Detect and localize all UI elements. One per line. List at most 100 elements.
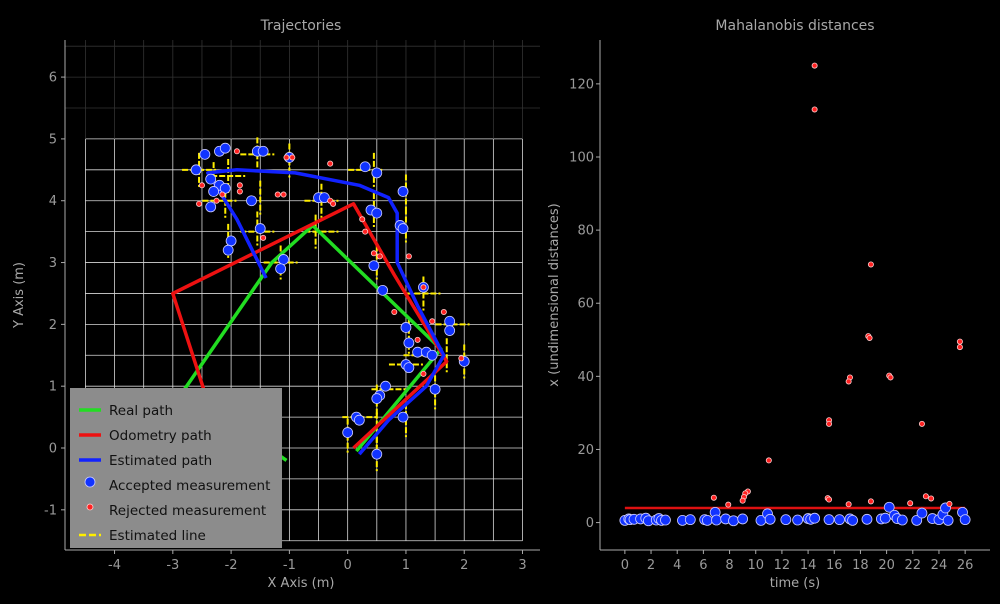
accepted-distance-point (959, 514, 971, 526)
accepted-distance-point (780, 514, 792, 526)
trajectories-y-tick-label: 2 (49, 318, 57, 333)
trajectories-y-tick-label: 0 (49, 442, 57, 457)
trajectories-y-tick-label: -1 (44, 503, 57, 518)
accepted-measurement-point (377, 284, 389, 296)
accepted-measurement-point (429, 383, 441, 395)
rejected-distance-point (956, 344, 963, 351)
trajectories-x-tick-label: 1 (402, 558, 410, 573)
mahalanobis-y-tick-label: 100 (569, 150, 594, 165)
rejected-measurement-point (289, 154, 296, 161)
trajectories-x-tick-label: -4 (108, 558, 121, 573)
rejected-measurement-point (414, 336, 421, 343)
rejected-distance-point (725, 501, 732, 508)
accepted-distance-point (792, 514, 804, 526)
trajectories-y-axis-label: Y Axis (m) (12, 262, 27, 329)
mahalanobis-x-tick-label: 4 (673, 558, 681, 573)
legend-estimated-line: Estimated line (109, 528, 206, 544)
accepted-measurement-point (368, 260, 380, 272)
accepted-measurement-point (397, 411, 409, 423)
rejected-distance-point (918, 420, 925, 427)
accepted-measurement-point (444, 325, 456, 336)
trajectories-x-axis-label: X Axis (m) (268, 576, 335, 591)
accepted-measurement-point (222, 244, 234, 256)
rejected-measurement-point (391, 308, 398, 315)
accepted-measurement-point (205, 201, 217, 213)
rejected-measurement-point (359, 216, 366, 223)
mahalanobis-x-tick-label: 2 (647, 558, 655, 573)
accepted-distance-point (896, 514, 908, 526)
legend-rejected-measurement: Rejected measurement (109, 503, 266, 519)
accepted-distance-point (701, 514, 713, 526)
trajectories-x-tick-label: -1 (283, 558, 296, 573)
accepted-measurement-point (380, 380, 391, 392)
rejected-distance-point (739, 497, 746, 504)
rejected-measurement-point (274, 191, 281, 198)
mahalanobis-x-tick-label: 24 (931, 558, 948, 573)
trajectories-y-tick-label: 5 (49, 132, 57, 147)
accepted-measurement-point (403, 337, 415, 349)
rejected-distance-point (956, 338, 963, 345)
accepted-measurement-point (278, 254, 289, 265)
rejected-measurement-point (330, 200, 337, 207)
mahalanobis-x-tick-label: 8 (725, 558, 733, 573)
rejected-measurement-point (362, 228, 369, 235)
mahalanobis-y-tick-label: 120 (569, 77, 594, 92)
accepted-distance-point (942, 514, 954, 526)
trajectories-legend: Real path Odometry path Estimated path A… (70, 388, 282, 548)
rejected-measurement-point (327, 160, 334, 167)
accepted-measurement-point (426, 349, 438, 361)
accepted-distance-point (809, 512, 821, 524)
rejected-measurement-point (198, 182, 205, 189)
mahalanobis-y-tick-label: 80 (577, 224, 594, 239)
accepted-measurement-point (199, 148, 211, 160)
trajectories-y-tick-label: 6 (49, 71, 57, 86)
rejected-distance-point (887, 374, 894, 381)
rejected-distance-point (928, 495, 935, 502)
trajectories-x-tick-label: 0 (344, 558, 352, 573)
trajectories-y-tick-label: 3 (49, 256, 57, 271)
trajectories-x-tick-label: 2 (460, 558, 468, 573)
accepted-measurement-point (397, 186, 409, 197)
accepted-measurement-point (403, 362, 415, 374)
mahalanobis-title: Mahalanobis distances (715, 18, 874, 34)
rejected-measurement-point (236, 182, 243, 189)
legend-estimated-path: Estimated path (109, 453, 212, 469)
trajectories-y-tick-label: 1 (49, 380, 57, 395)
accepted-distance-point (834, 514, 845, 526)
accepted-measurement-point (219, 142, 231, 154)
trajectories-x-tick-label: 3 (518, 558, 526, 573)
legend-box (70, 388, 282, 548)
trajectories-ticks: -4 -3 -2 -1 0 1 2 3 -1 0 1 2 3 4 5 6 (44, 71, 527, 573)
rejected-distance-point (826, 496, 833, 503)
rejected-measurement-point (420, 370, 427, 377)
trajectories-rejected-measurements (196, 148, 465, 377)
mahalanobis-rejected-points (710, 62, 963, 508)
accepted-measurement-point (371, 393, 383, 404)
mahalanobis-x-tick-label: 6 (699, 558, 707, 573)
rejected-distance-point (845, 501, 852, 508)
rejected-distance-point (845, 378, 852, 385)
rejected-distance-point (907, 500, 914, 507)
accepted-measurement-point (400, 322, 412, 333)
trajectories-x-tick-label: -3 (166, 558, 179, 573)
rejected-measurement-point (440, 308, 447, 315)
mahalanobis-x-tick-label: 26 (957, 558, 974, 573)
mahalanobis-y-tick-label: 60 (577, 297, 594, 312)
accepted-measurement-point (257, 145, 269, 157)
legend-accepted-measurement-marker (84, 476, 96, 488)
accepted-distance-point (879, 512, 891, 524)
accepted-measurement-point (353, 414, 365, 426)
accepted-distance-point (861, 513, 873, 525)
accepted-measurement-point (359, 161, 371, 173)
accepted-measurement-point (219, 182, 231, 194)
rejected-distance-point (946, 500, 953, 507)
accepted-measurement-point (254, 223, 266, 234)
accepted-measurement-point (318, 192, 330, 204)
rejected-measurement-point (213, 197, 220, 204)
mahalanobis-x-tick-label: 20 (878, 558, 895, 573)
rejected-distance-point (811, 106, 818, 113)
rejected-measurement-point (420, 284, 427, 291)
rejected-measurement-point (283, 154, 290, 161)
legend-accepted-measurement: Accepted measurement (109, 478, 270, 494)
accepted-measurement-point (205, 173, 217, 185)
